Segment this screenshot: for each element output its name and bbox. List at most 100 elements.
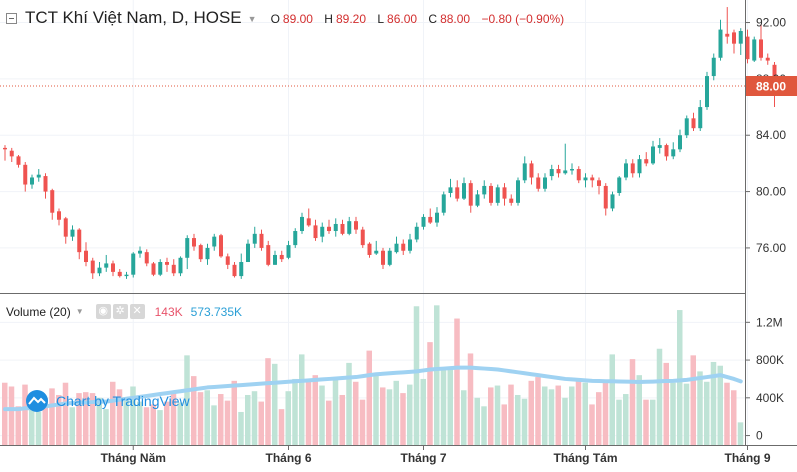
candle [536, 173, 541, 192]
volume-bar [319, 385, 325, 445]
candle [286, 240, 291, 260]
candle [313, 219, 318, 241]
collapse-legend-button[interactable] [6, 12, 17, 24]
candle [421, 214, 426, 230]
main-series-legend[interactable]: TCT Khí Việt Nam, D, HOSE ▼ O 89.00 H 89.2… [6, 8, 564, 28]
volume-bar [596, 392, 602, 445]
candle [327, 219, 331, 234]
volume-bar [278, 409, 285, 445]
candle [158, 259, 163, 277]
chevron-down-icon[interactable]: ▼ [247, 14, 257, 24]
volume-bar [589, 404, 595, 445]
open-value: 89.00 [282, 12, 313, 26]
candle-body [401, 243, 406, 251]
candle [347, 216, 352, 236]
candle [90, 257, 95, 279]
low-value: 86.00 [387, 12, 418, 26]
candle [50, 188, 55, 220]
volume-bar [528, 380, 534, 445]
candle [138, 246, 142, 258]
volume-bar [697, 371, 703, 445]
volume-ma-value: 573.735K [190, 304, 243, 319]
candle [293, 228, 298, 248]
volume-bar [76, 393, 82, 445]
close-icon[interactable]: ✕ [129, 304, 145, 319]
candle-body [219, 235, 223, 257]
candle [705, 71, 709, 110]
candle [198, 243, 203, 263]
price-axis-label: 76.00 [756, 241, 786, 255]
candle [3, 145, 7, 161]
candle-body [745, 36, 750, 60]
candle [70, 225, 75, 241]
volume-bar [481, 406, 487, 445]
volume-bar [353, 381, 359, 445]
volume-bar [508, 384, 514, 445]
candle [678, 129, 682, 153]
volume-bar [474, 397, 480, 445]
eye-icon[interactable]: ◉ [95, 304, 111, 319]
candle [111, 260, 115, 277]
volume-bar [83, 392, 89, 445]
candle-body [624, 163, 628, 178]
candle-body [543, 177, 547, 189]
candle-body [320, 226, 325, 237]
volume-title[interactable]: Volume (20) [6, 304, 71, 319]
candle [63, 216, 68, 244]
volume-bar [737, 422, 744, 445]
volume-bar [238, 411, 244, 445]
volume-bar [393, 380, 399, 445]
last-price-label[interactable]: 88.00 [746, 76, 797, 96]
volume-bar [582, 382, 588, 445]
time-axis-label: Tháng 7 [400, 451, 446, 465]
ohlc-values: O 89.00 H 89.20 L 86.00 C 88.00 −0.80 (−0.90… [271, 12, 565, 26]
candle-body [536, 177, 541, 189]
candle [36, 169, 41, 182]
volume-legend[interactable]: Volume (20) ▼ ◉ ✲ ✕ 143K 573.735K [6, 304, 242, 319]
candle-body [570, 169, 574, 171]
gear-icon[interactable]: ✲ [112, 304, 128, 319]
candle-body [273, 254, 277, 265]
volume-bar [656, 348, 663, 445]
candle-body [441, 194, 446, 213]
candle-body [664, 145, 669, 157]
candle [637, 154, 642, 178]
candle-body [117, 271, 122, 277]
candle-body [421, 216, 426, 227]
chevron-down-icon[interactable]: ▼ [75, 307, 84, 316]
candle [583, 173, 588, 188]
tradingview-branding[interactable]: Chart by TradingView [24, 390, 190, 412]
candle-body [732, 32, 736, 44]
price-axis-label: 84.00 [756, 128, 786, 142]
candle-body [286, 245, 291, 258]
candle [84, 242, 88, 267]
candle [570, 163, 574, 175]
candle [597, 177, 601, 195]
candle [16, 154, 21, 168]
candle-body [414, 226, 419, 240]
candle [475, 190, 480, 208]
volume-bar [224, 400, 231, 445]
candle [367, 242, 372, 258]
volume-bar [96, 397, 102, 445]
branding-text[interactable]: Chart by TradingView [56, 393, 190, 409]
symbol-title[interactable]: TCT Khí Việt Nam, D, HOSE [25, 8, 242, 27]
candle-body [475, 194, 480, 206]
candle-body [23, 164, 28, 185]
candle [252, 226, 257, 248]
candle-body [131, 253, 136, 275]
candle-body [630, 163, 635, 174]
volume-bar [69, 407, 75, 445]
candle [124, 271, 129, 279]
candle [684, 115, 689, 139]
candle [360, 226, 365, 248]
candle [549, 164, 554, 181]
candle-body [111, 263, 115, 272]
candle-body [151, 263, 156, 275]
candle-body [43, 176, 48, 192]
candle-body [698, 107, 703, 129]
volume-bar [150, 404, 156, 445]
candle-body [340, 223, 345, 234]
